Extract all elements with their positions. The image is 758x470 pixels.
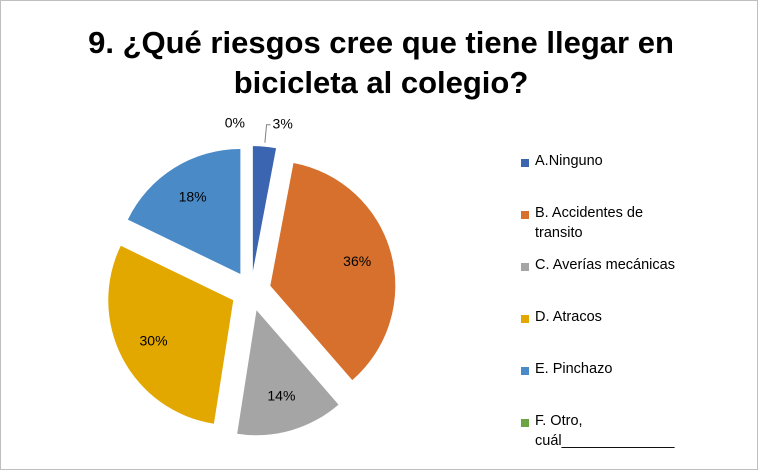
data-label: 18% [179, 188, 207, 204]
legend-label: E. Pinchazo [535, 361, 613, 377]
chart-title: 9. ¿Qué riesgos cree que tiene llegar en… [88, 25, 674, 100]
legend-swatch [521, 263, 529, 271]
data-label: 36% [343, 253, 371, 269]
legend-swatch [521, 159, 529, 167]
pie-slice [252, 146, 277, 272]
legend-item: E. Pinchazo [521, 359, 757, 411]
legend-swatch [521, 367, 529, 375]
legend-swatch [521, 315, 529, 323]
legend-item: B. Accidentes de transito [521, 203, 757, 255]
legend-swatch [521, 419, 529, 427]
pie-slice [127, 149, 241, 275]
pie-slice [270, 162, 396, 381]
legend-item: F. Otro, cuál______________ [521, 411, 757, 463]
pie-slice [108, 245, 234, 424]
data-label: 3% [273, 115, 293, 131]
data-label: 14% [267, 387, 295, 403]
legend: A.Ninguno B. Accidentes de transito C. Ave… [521, 151, 757, 463]
legend-swatch [521, 211, 529, 219]
legend-label: A.Ninguno [535, 153, 603, 169]
leader-line [264, 124, 271, 143]
data-label: 0% [225, 115, 245, 131]
data-label: 30% [140, 333, 168, 349]
legend-item: C. Averías mecánicas [521, 255, 757, 307]
legend-label: C. Averías mecánicas [535, 257, 675, 273]
legend-item: A.Ninguno [521, 151, 757, 203]
legend-label: F. Otro, cuál______________ [535, 413, 675, 449]
legend-label: B. Accidentes de transito [535, 205, 644, 241]
pie-slice [237, 310, 339, 436]
legend-label: D. Atracos [535, 309, 602, 325]
legend-item: D. Atracos [521, 307, 757, 359]
